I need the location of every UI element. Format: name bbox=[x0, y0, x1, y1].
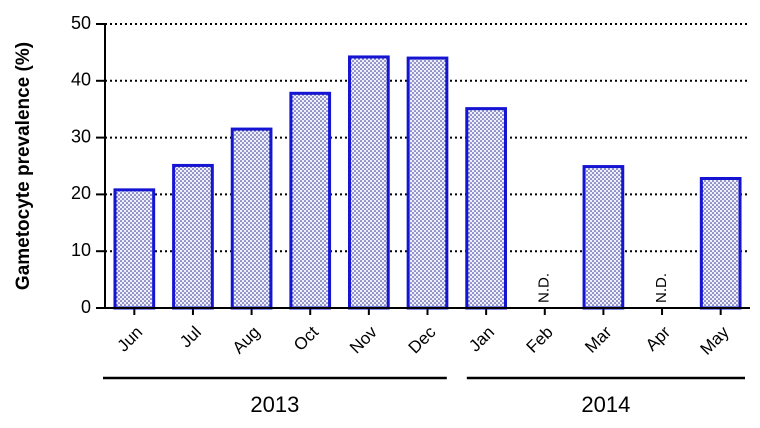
bar bbox=[113, 188, 156, 310]
bar bbox=[699, 176, 742, 310]
y-tick-label: 40 bbox=[71, 70, 91, 90]
x-tick-label: Jun bbox=[113, 323, 146, 356]
bar bbox=[406, 56, 449, 310]
x-tick-label: Dec bbox=[405, 322, 440, 357]
x-tick-label: Nov bbox=[346, 322, 381, 357]
y-tick-label: 20 bbox=[71, 183, 91, 203]
value-label: N.D. bbox=[536, 273, 553, 303]
y-tick-label: 0 bbox=[81, 297, 91, 317]
x-tick-label: Feb bbox=[523, 323, 557, 357]
x-tick-label: Jul bbox=[176, 323, 205, 352]
bar bbox=[348, 55, 390, 310]
y-axis-label: Gametocyte prevalence (%) bbox=[13, 42, 34, 290]
bar bbox=[465, 107, 507, 310]
x-tick-label: Mar bbox=[581, 322, 615, 356]
bar bbox=[582, 165, 625, 310]
value-label: N.D. bbox=[653, 273, 670, 303]
x-tick-label: Jan bbox=[465, 323, 498, 356]
group-label: 2014 bbox=[581, 392, 630, 417]
x-tick-label: Apr bbox=[642, 322, 674, 354]
bar bbox=[289, 91, 332, 310]
y-tick-label: 50 bbox=[71, 13, 91, 33]
bar bbox=[230, 127, 273, 310]
x-tick-label: Oct bbox=[290, 322, 322, 354]
x-tick-label: May bbox=[697, 322, 733, 358]
group-label: 2013 bbox=[250, 392, 299, 417]
x-tick-label: Aug bbox=[229, 323, 264, 358]
bar bbox=[172, 163, 214, 310]
y-tick-label: 30 bbox=[71, 126, 91, 146]
y-tick-label: 10 bbox=[71, 240, 91, 260]
